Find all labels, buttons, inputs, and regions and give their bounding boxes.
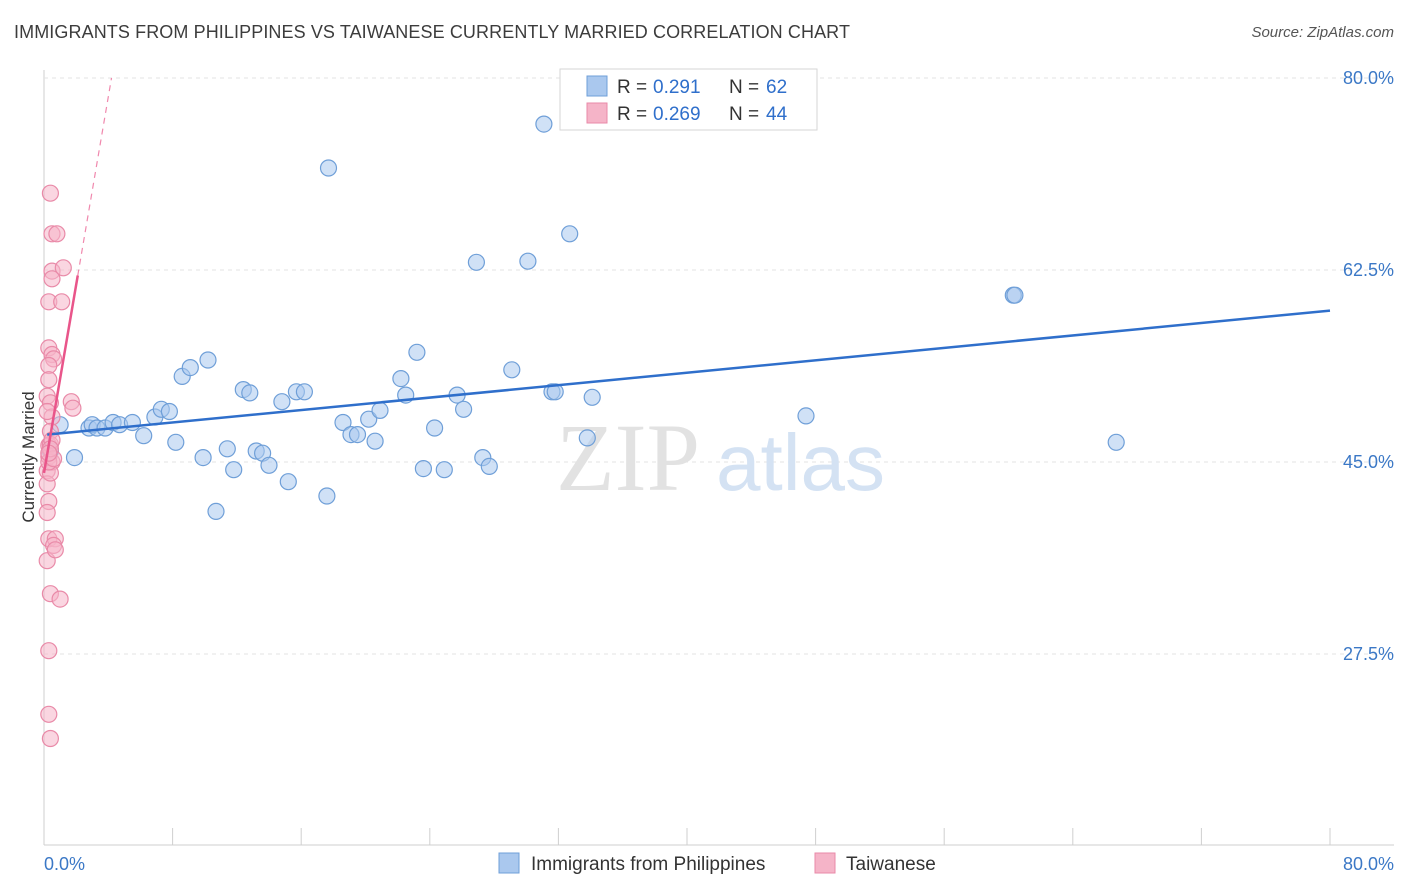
scatter-points xyxy=(38,115,1125,748)
bottom-legend-swatch-taiwanese xyxy=(814,852,836,874)
legend-n-label-2: N = xyxy=(729,104,759,125)
legend-r-label: R = xyxy=(617,77,647,98)
point-taiwanese-20 xyxy=(53,293,71,311)
legend-n-label: N = xyxy=(729,77,759,98)
x-ticks xyxy=(43,828,1331,845)
point-philippines-32 xyxy=(319,159,338,177)
point-taiwanese-19 xyxy=(54,259,72,277)
trend-extension-taiwanese xyxy=(77,77,113,276)
point-taiwanese-10 xyxy=(40,642,58,660)
point-taiwanese-17 xyxy=(43,270,61,288)
trend-line-philippines xyxy=(47,309,1331,436)
legend-r-taiwanese: 0.269 xyxy=(653,104,701,125)
point-philippines-44 xyxy=(435,461,453,479)
watermark-zip: ZIP xyxy=(556,404,700,511)
point-philippines-52 xyxy=(535,115,553,133)
point-taiwanese-13 xyxy=(41,184,60,202)
point-philippines-49 xyxy=(480,457,498,475)
point-philippines-47 xyxy=(467,253,485,271)
y-tick-label-3: 80.0% xyxy=(1343,68,1394,88)
point-philippines-55 xyxy=(561,225,579,243)
point-philippines-43 xyxy=(426,419,444,437)
y-tick-label-2: 62.5% xyxy=(1343,260,1394,280)
legend-r-philippines: 0.291 xyxy=(653,77,701,98)
legend-swatch-philippines xyxy=(586,75,608,97)
point-philippines-10 xyxy=(135,427,153,445)
point-philippines-19 xyxy=(207,502,225,520)
bottom-legend-swatch-philippines xyxy=(498,852,520,874)
point-taiwanese-34 xyxy=(46,541,64,559)
point-taiwanese-11 xyxy=(40,705,58,723)
point-philippines-13 xyxy=(160,402,178,421)
gridlines xyxy=(44,77,1394,655)
point-taiwanese-12 xyxy=(41,729,60,748)
point-philippines-51 xyxy=(519,252,537,270)
x-tick-label-max: 80.0% xyxy=(1343,854,1394,874)
point-philippines-61 xyxy=(1107,433,1125,451)
point-philippines-2 xyxy=(65,449,84,467)
point-philippines-54 xyxy=(546,383,564,401)
point-philippines-41 xyxy=(408,343,426,361)
point-philippines-26 xyxy=(260,456,278,474)
legend-n-taiwanese: 44 xyxy=(766,104,788,125)
point-philippines-36 xyxy=(360,410,378,428)
point-philippines-59 xyxy=(1006,286,1024,304)
legend-r-label-2: R = xyxy=(617,104,647,125)
y-tick-labels: 27.5% 45.0% 62.5% 80.0% xyxy=(1343,68,1394,664)
bottom-legend-taiwanese: Taiwanese xyxy=(846,854,936,875)
legend-box: R = 0.291 N = 62 R = 0.269 N = 44 xyxy=(559,68,818,131)
point-philippines-14 xyxy=(167,433,185,451)
y-tick-label-0: 27.5% xyxy=(1343,644,1394,664)
point-taiwanese-24 xyxy=(40,356,58,375)
point-taiwanese-35 xyxy=(51,590,69,608)
legend-n-philippines: 62 xyxy=(766,77,787,98)
bottom-legend-philippines: Immigrants from Philippines xyxy=(531,854,765,875)
chart-title: IMMIGRANTS FROM PHILIPPINES VS TAIWANESE… xyxy=(14,22,851,42)
bottom-legend: Immigrants from Philippines Taiwanese xyxy=(498,852,936,875)
point-philippines-21 xyxy=(225,461,243,479)
point-philippines-16 xyxy=(181,359,199,377)
point-philippines-50 xyxy=(503,361,521,379)
x-tick-label-min: 0.0% xyxy=(44,854,85,874)
point-philippines-27 xyxy=(273,393,291,411)
trend-lines xyxy=(42,77,1331,474)
point-philippines-28 xyxy=(279,473,297,491)
point-philippines-38 xyxy=(371,401,389,419)
point-philippines-42 xyxy=(414,460,432,478)
watermark-atlas: atlas xyxy=(716,418,885,507)
point-taiwanese-25 xyxy=(40,371,58,389)
point-taiwanese-6 xyxy=(38,503,56,522)
point-philippines-31 xyxy=(318,487,336,505)
y-tick-label-1: 45.0% xyxy=(1343,452,1394,472)
trend-line-taiwanese xyxy=(42,275,79,474)
point-philippines-20 xyxy=(218,440,236,458)
point-philippines-57 xyxy=(583,388,601,406)
point-philippines-23 xyxy=(241,384,259,402)
point-taiwanese-37 xyxy=(64,399,82,417)
point-taiwanese-15 xyxy=(48,225,66,243)
point-philippines-46 xyxy=(455,400,473,418)
point-philippines-35 xyxy=(348,426,367,444)
point-philippines-33 xyxy=(334,413,352,432)
legend-swatch-taiwanese xyxy=(586,102,608,124)
point-philippines-56 xyxy=(578,429,596,447)
point-philippines-18 xyxy=(199,351,217,369)
point-philippines-30 xyxy=(295,383,313,401)
point-philippines-17 xyxy=(194,449,212,467)
point-philippines-60 xyxy=(797,407,815,425)
point-philippines-39 xyxy=(392,370,410,388)
y-axis-label: Currently Married xyxy=(19,391,38,522)
point-philippines-37 xyxy=(366,432,384,450)
chart-source: Source: ZipAtlas.com xyxy=(1251,24,1394,41)
